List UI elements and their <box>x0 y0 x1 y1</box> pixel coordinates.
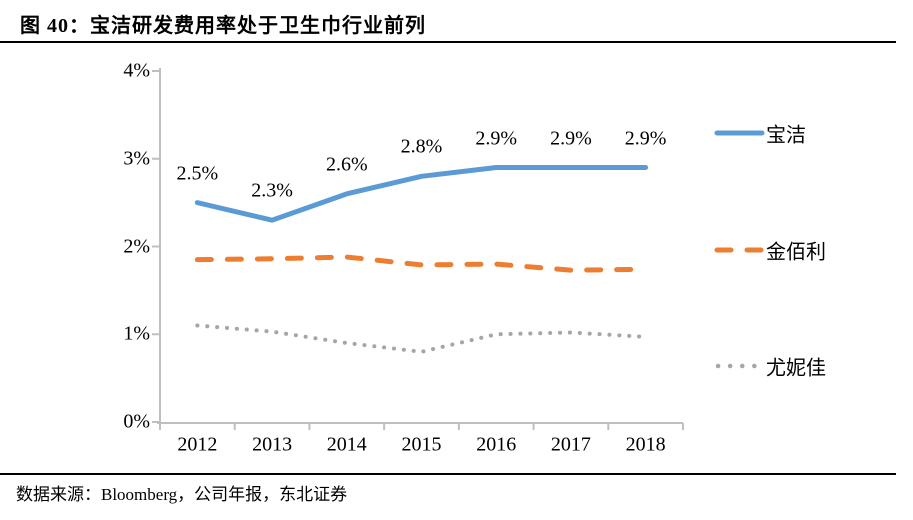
data-label: 2.8% <box>400 135 443 158</box>
data-label: 2.6% <box>325 153 368 176</box>
series-line-dashed <box>194 254 649 273</box>
x-axis-tick-label: 2012 <box>177 433 218 456</box>
footer-divider <box>0 473 896 475</box>
x-axis-tick-label: 2016 <box>476 433 517 456</box>
source-note: 数据来源：Bloomberg，公司年报，东北证券 <box>16 485 348 504</box>
legend-label: 金佰利 <box>766 241 826 264</box>
x-axis-tick-label: 2015 <box>401 433 442 456</box>
data-label: 2.9% <box>624 127 667 150</box>
x-axis-tick-label: 2017 <box>550 433 591 456</box>
y-axis-tick-label: 2% <box>123 235 150 257</box>
figure-title: 图 40：宝洁研发费用率处于卫生巾行业前列 <box>20 15 426 37</box>
legend-label: 宝洁 <box>766 124 806 147</box>
x-axis-tick-label: 2018 <box>625 433 666 456</box>
title-divider <box>0 41 896 43</box>
y-axis-tick-label: 4% <box>123 59 150 82</box>
series-line-dotted <box>195 323 648 354</box>
x-axis-tick-label: 2013 <box>252 433 293 456</box>
y-axis-tick-label: 0% <box>123 410 150 433</box>
y-axis-tick-label: 3% <box>123 147 150 170</box>
data-label: 2.9% <box>550 127 592 150</box>
data-label: 2.5% <box>176 162 219 185</box>
y-axis-tick-label: 1% <box>123 322 150 345</box>
x-axis-tick-label: 2014 <box>326 433 367 456</box>
series-line-solid <box>194 165 649 223</box>
data-label: 2.3% <box>251 179 293 202</box>
legend-label: 尤妮佳 <box>766 357 826 380</box>
data-label: 2.9% <box>475 127 518 150</box>
